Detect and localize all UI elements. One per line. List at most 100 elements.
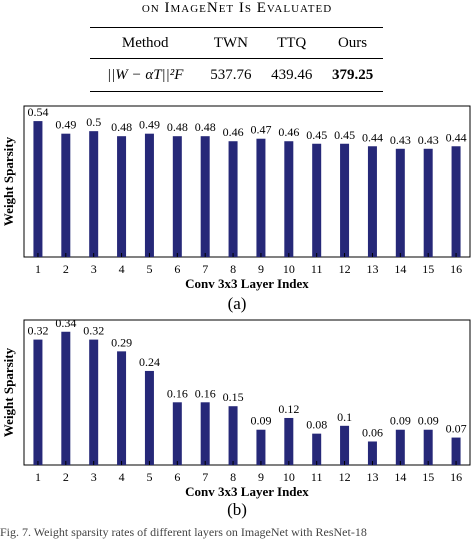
column-header-ours: Ours	[322, 27, 383, 59]
data-label: 0.1	[337, 410, 352, 424]
data-label: 0.48	[195, 120, 216, 134]
x-tick-label: 9	[258, 262, 264, 276]
data-label: 0.47	[250, 123, 271, 137]
plot-frame	[23, 319, 471, 466]
x-tick-label: 2	[63, 470, 69, 484]
data-label: 0.44	[446, 130, 467, 144]
column-header-ttq: TTQ	[261, 27, 323, 59]
bar	[200, 402, 210, 465]
bar	[340, 143, 350, 257]
x-tick-label: 15	[422, 262, 434, 276]
x-tick-label: 4	[119, 470, 125, 484]
x-tick-label: 10	[283, 262, 295, 276]
data-label: 0.46	[278, 125, 299, 139]
bar	[451, 146, 461, 257]
bar	[423, 148, 433, 257]
table-header-row: Method TWN TTQ Ours	[90, 27, 383, 59]
column-header-method: Method	[90, 27, 201, 59]
x-tick-label: 11	[311, 262, 323, 276]
data-label: 0.32	[83, 324, 104, 338]
data-label: 0.49	[139, 118, 160, 132]
bar	[340, 425, 350, 465]
x-tick-label: 6	[174, 262, 180, 276]
x-tick-label: 7	[202, 262, 208, 276]
x-axis-label: Conv 3x3 Layer Index	[185, 484, 309, 499]
x-tick-label: 2	[63, 262, 69, 276]
bar	[451, 437, 461, 465]
bar	[228, 406, 238, 465]
bar	[284, 141, 294, 257]
data-label: 0.15	[223, 390, 244, 404]
data-label: 0.34	[55, 318, 76, 330]
x-tick-label: 3	[91, 262, 97, 276]
x-tick-label: 8	[230, 262, 236, 276]
bar	[117, 351, 127, 465]
data-label: 0.46	[223, 125, 244, 139]
column-header-twn: TWN	[200, 27, 262, 59]
bar	[61, 133, 71, 257]
chart-a: 0.54 1 0.49 2 0.5 3 0.48 4 0.49 5 0.48 6 0.48 7 0.46 8 0…	[1, 105, 471, 291]
bar	[117, 136, 127, 257]
bar	[312, 143, 322, 257]
data-label: 0.49	[55, 118, 76, 132]
bar	[61, 331, 71, 465]
caption-a: (a)	[227, 294, 247, 313]
x-tick-label: 16	[450, 262, 462, 276]
bar	[367, 146, 377, 257]
bar	[256, 138, 266, 257]
data-label: 0.45	[306, 128, 327, 142]
bar	[33, 121, 43, 257]
data-label: 0.43	[418, 133, 439, 147]
cell-ttq: 439.46	[261, 58, 323, 92]
bar	[144, 133, 154, 257]
bar	[200, 136, 210, 257]
data-label: 0.43	[390, 133, 411, 147]
data-label: 0.48	[167, 120, 188, 134]
x-tick-label: 1	[35, 470, 41, 484]
bar	[144, 370, 154, 465]
x-tick-label: 14	[394, 470, 406, 484]
data-label: 0.06	[362, 425, 383, 439]
data-label: 0.08	[306, 418, 327, 432]
chart-b: 0.32 1 0.34 2 0.32 3 0.29 4 0.24 5 0.16 6 0.16 7 0.15 8…	[1, 318, 471, 499]
x-tick-label: 5	[146, 470, 152, 484]
data-label: 0.45	[334, 128, 355, 142]
x-tick-label: 12	[339, 262, 351, 276]
data-label: 0.16	[167, 386, 188, 400]
bar	[33, 339, 43, 465]
data-label: 0.5	[86, 115, 101, 129]
data-label: 0.44	[362, 130, 383, 144]
x-tick-label: 15	[422, 470, 434, 484]
x-tick-label: 5	[146, 262, 152, 276]
bar	[284, 417, 294, 465]
bar	[395, 429, 405, 465]
row-label-formula: ||W − αT||²F	[90, 58, 201, 92]
bar	[89, 339, 99, 465]
caption-b: (b)	[227, 500, 247, 519]
data-label: 0.29	[111, 335, 132, 349]
x-tick-label: 14	[394, 262, 406, 276]
cell-ours: 379.25	[322, 58, 383, 92]
x-tick-label: 13	[366, 470, 378, 484]
x-tick-label: 9	[258, 470, 264, 484]
data-label: 0.16	[195, 386, 216, 400]
comparison-table: Method TWN TTQ Ours ||W − αT||²F 537.76 …	[90, 27, 383, 92]
x-tick-label: 13	[366, 262, 378, 276]
data-label: 0.09	[250, 414, 271, 428]
x-tick-label: 3	[91, 470, 97, 484]
data-label: 0.09	[418, 414, 439, 428]
table-row: ||W − αT||²F 537.76 439.46 379.25	[90, 58, 383, 92]
bar	[172, 136, 182, 257]
bar	[172, 402, 182, 465]
x-tick-label: 4	[119, 262, 125, 276]
data-label: 0.07	[446, 422, 467, 436]
data-label: 0.24	[139, 355, 160, 369]
data-label: 0.09	[390, 414, 411, 428]
bar	[256, 429, 266, 465]
cell-twn: 537.76	[200, 58, 262, 92]
x-tick-label: 1	[35, 262, 41, 276]
data-label: 0.32	[27, 324, 48, 338]
data-label: 0.54	[27, 105, 48, 119]
data-label: 0.12	[278, 402, 299, 416]
x-tick-label: 8	[230, 470, 236, 484]
